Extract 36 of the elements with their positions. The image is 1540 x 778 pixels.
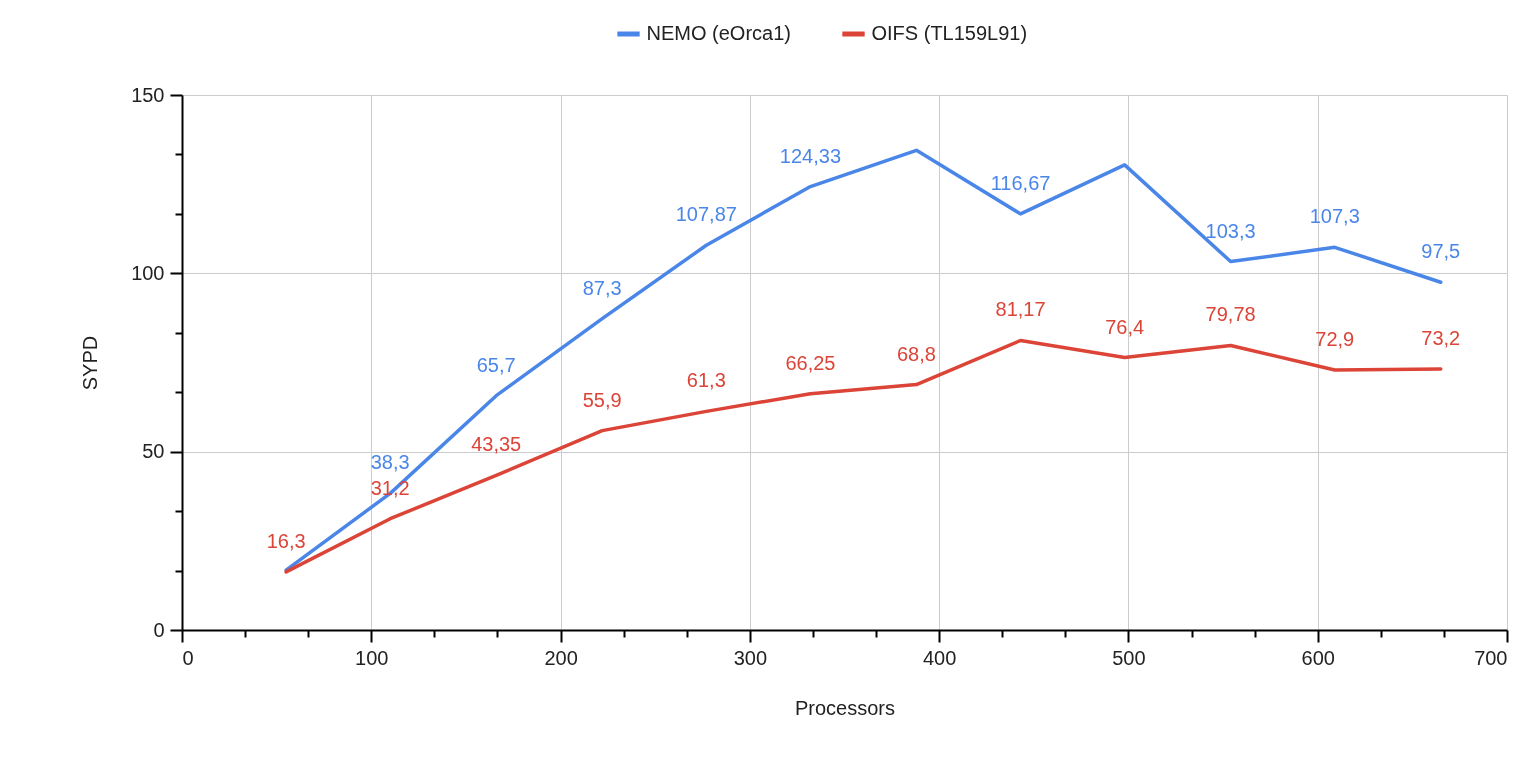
- y-tick-label: 50: [142, 440, 165, 463]
- data-label: 72,9: [1315, 327, 1355, 350]
- data-label: 79,78: [1205, 303, 1256, 326]
- data-label: 61,3: [686, 369, 726, 392]
- data-label: 116,67: [990, 171, 1051, 194]
- x-tick-label: 100: [355, 646, 389, 669]
- y-axis-title: SYPD: [79, 335, 102, 391]
- x-tick-label: 700: [1474, 646, 1508, 669]
- x-tick-label: 500: [1112, 646, 1146, 669]
- data-label: 66,25: [785, 351, 836, 374]
- data-label: 124,33: [779, 144, 842, 167]
- y-tick-label: 150: [131, 83, 165, 106]
- data-label: 76,4: [1105, 315, 1145, 338]
- data-label: 16,3: [266, 529, 306, 552]
- y-tick-label: 0: [153, 618, 165, 641]
- data-label: 81,17: [995, 298, 1046, 321]
- data-label: 87,3: [582, 276, 622, 299]
- x-tick-label: 200: [544, 646, 578, 669]
- data-label: 97,5: [1421, 240, 1461, 263]
- data-label: 68,8: [896, 342, 936, 365]
- y-tick-label: 100: [131, 261, 165, 284]
- x-axis-title: Processors: [794, 696, 896, 719]
- legend-label: OIFS (TL159L91): [871, 22, 1028, 44]
- data-label: 107,87: [675, 203, 737, 226]
- data-label: 55,9: [582, 388, 622, 411]
- data-label: 103,3: [1205, 219, 1256, 242]
- x-tick-label: 400: [922, 646, 957, 669]
- data-label: 38,3: [370, 451, 410, 474]
- x-tick-label: 600: [1301, 646, 1335, 669]
- data-label: 107,3: [1309, 205, 1360, 228]
- data-label: 43,35: [471, 433, 522, 456]
- x-tick-label: 0: [182, 646, 194, 669]
- data-label: 73,2: [1421, 326, 1461, 349]
- data-label: 65,7: [476, 353, 516, 376]
- legend-label: NEMO (eOrca1): [646, 22, 791, 44]
- x-tick-label: 300: [733, 646, 768, 669]
